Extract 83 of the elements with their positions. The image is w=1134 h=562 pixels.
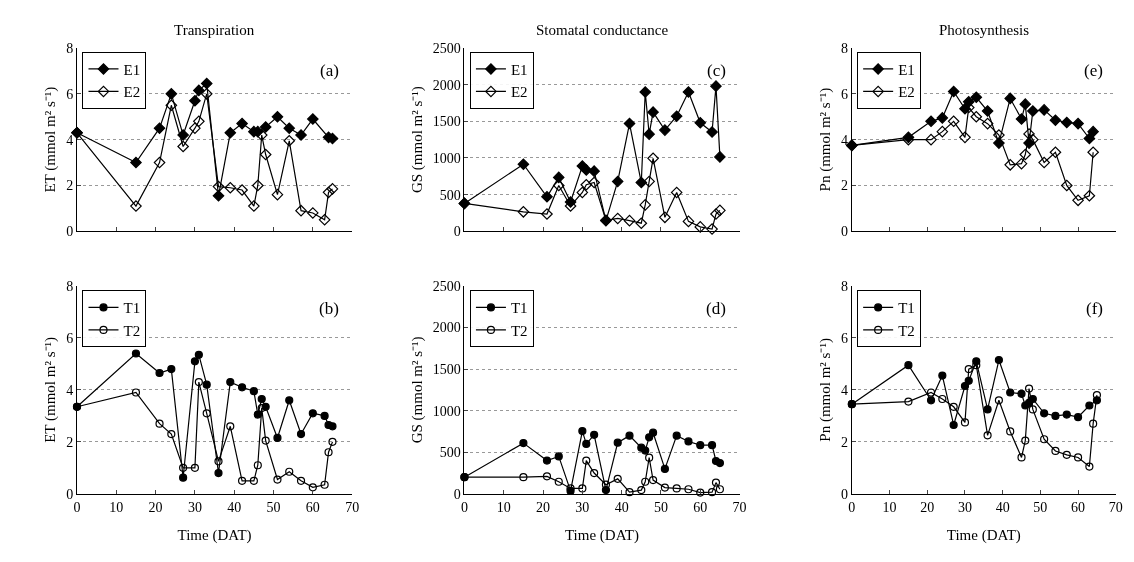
y-tick-label: 2 <box>841 178 849 194</box>
y-tick-label: 1500 <box>432 114 461 130</box>
y-tick-label: 6 <box>66 86 74 102</box>
x-tick-label: 50 <box>266 499 281 515</box>
x-tick-label: 20 <box>920 499 935 515</box>
y-tick-label: 0 <box>841 224 849 240</box>
x-tick-label: 50 <box>653 499 668 515</box>
x-tick-label: 40 <box>995 499 1010 515</box>
y-tick-label: 8 <box>841 278 849 294</box>
y-tick-label: 1000 <box>432 403 461 419</box>
y-tick-label: 0 <box>841 486 849 502</box>
y-tick-label: 0 <box>453 224 461 240</box>
y-tick-label: 0 <box>453 486 461 502</box>
legend-label: T1 <box>898 300 915 317</box>
y-tick-label: 4 <box>841 382 849 398</box>
y-axis-title: ET (mmol m² s⁻¹) <box>42 86 60 193</box>
y-axis-title: GS (mmol m² s⁻¹) <box>408 86 426 194</box>
chart-title: Transpiration <box>174 22 255 38</box>
chart-title: Stomatal conductance <box>536 22 669 38</box>
y-tick-label: 8 <box>841 40 849 56</box>
legend-label: E1 <box>510 61 528 78</box>
x-tick-label: 10 <box>496 499 511 515</box>
legend-label: E2 <box>510 84 528 101</box>
y-tick-label: 1500 <box>432 362 461 378</box>
x-axis-title: Time (DAT) <box>177 526 252 544</box>
y-tick-label: 500 <box>439 187 461 203</box>
x-tick-label: 10 <box>882 499 897 515</box>
x-tick-label: 40 <box>227 499 242 515</box>
y-tick-label: 4 <box>841 132 849 148</box>
y-tick-label: 6 <box>841 86 849 102</box>
x-tick-label: 70 <box>1108 499 1123 515</box>
x-tick-label: 20 <box>148 499 163 515</box>
y-tick-label: 2 <box>841 434 849 450</box>
x-tick-label: 30 <box>575 499 590 515</box>
x-tick-label: 70 <box>732 499 747 515</box>
annotation: (e) <box>1084 61 1103 80</box>
annotation: (a) <box>320 61 339 80</box>
y-tick-label: 6 <box>841 330 849 346</box>
y-tick-label: 500 <box>439 445 461 461</box>
y-tick-label: 0 <box>66 224 74 240</box>
y-tick-label: 2500 <box>432 40 461 56</box>
legend-label: T1 <box>510 300 528 317</box>
x-tick-label: 70 <box>345 499 360 515</box>
legend-label: E1 <box>898 61 915 78</box>
x-tick-label: 60 <box>305 499 320 515</box>
x-tick-label: 20 <box>536 499 551 515</box>
y-tick-label: 2000 <box>432 320 461 336</box>
y-tick-label: 1000 <box>432 150 461 166</box>
legend-label: T2 <box>898 322 915 339</box>
x-tick-label: 60 <box>693 499 708 515</box>
legend-label: E2 <box>123 84 141 101</box>
legend-label: E1 <box>123 61 141 78</box>
x-tick-label: 50 <box>1033 499 1048 515</box>
legend-label: T2 <box>510 322 528 339</box>
x-tick-label: 10 <box>109 499 124 515</box>
y-tick-label: 4 <box>66 382 74 398</box>
x-tick-label: 40 <box>614 499 629 515</box>
y-tick-label: 0 <box>66 486 74 502</box>
y-tick-label: 8 <box>66 278 74 294</box>
x-axis-title: Time (DAT) <box>946 526 1021 544</box>
y-tick-label: 4 <box>66 132 74 148</box>
x-axis-title: Time (DAT) <box>564 526 640 544</box>
y-tick-label: 2500 <box>432 278 461 294</box>
y-tick-label: 2 <box>66 434 74 450</box>
annotation: (c) <box>707 61 726 80</box>
y-axis-title: Pn (mmol m² s⁻¹) <box>817 338 835 442</box>
legend-label: E2 <box>898 84 915 101</box>
x-tick-label: 30 <box>957 499 972 515</box>
legend-label: T2 <box>123 322 141 339</box>
y-tick-label: 6 <box>66 330 74 346</box>
y-axis-title: ET (mmol m² s⁻¹) <box>42 337 60 443</box>
annotation: (f) <box>1086 299 1103 318</box>
x-tick-label: 30 <box>187 499 202 515</box>
x-tick-label: 60 <box>1071 499 1086 515</box>
annotation: (b) <box>319 299 339 318</box>
y-tick-label: 2000 <box>432 77 461 93</box>
y-tick-label: 8 <box>66 40 74 56</box>
y-axis-title: GS (mmol m² s⁻¹) <box>408 336 426 444</box>
annotation: (d) <box>706 299 726 318</box>
y-axis-title: Pn (mmol m² s⁻¹) <box>817 87 835 192</box>
y-tick-label: 2 <box>66 178 74 194</box>
chart-title: Photosynthesis <box>939 22 1030 38</box>
legend-label: T1 <box>123 300 141 317</box>
